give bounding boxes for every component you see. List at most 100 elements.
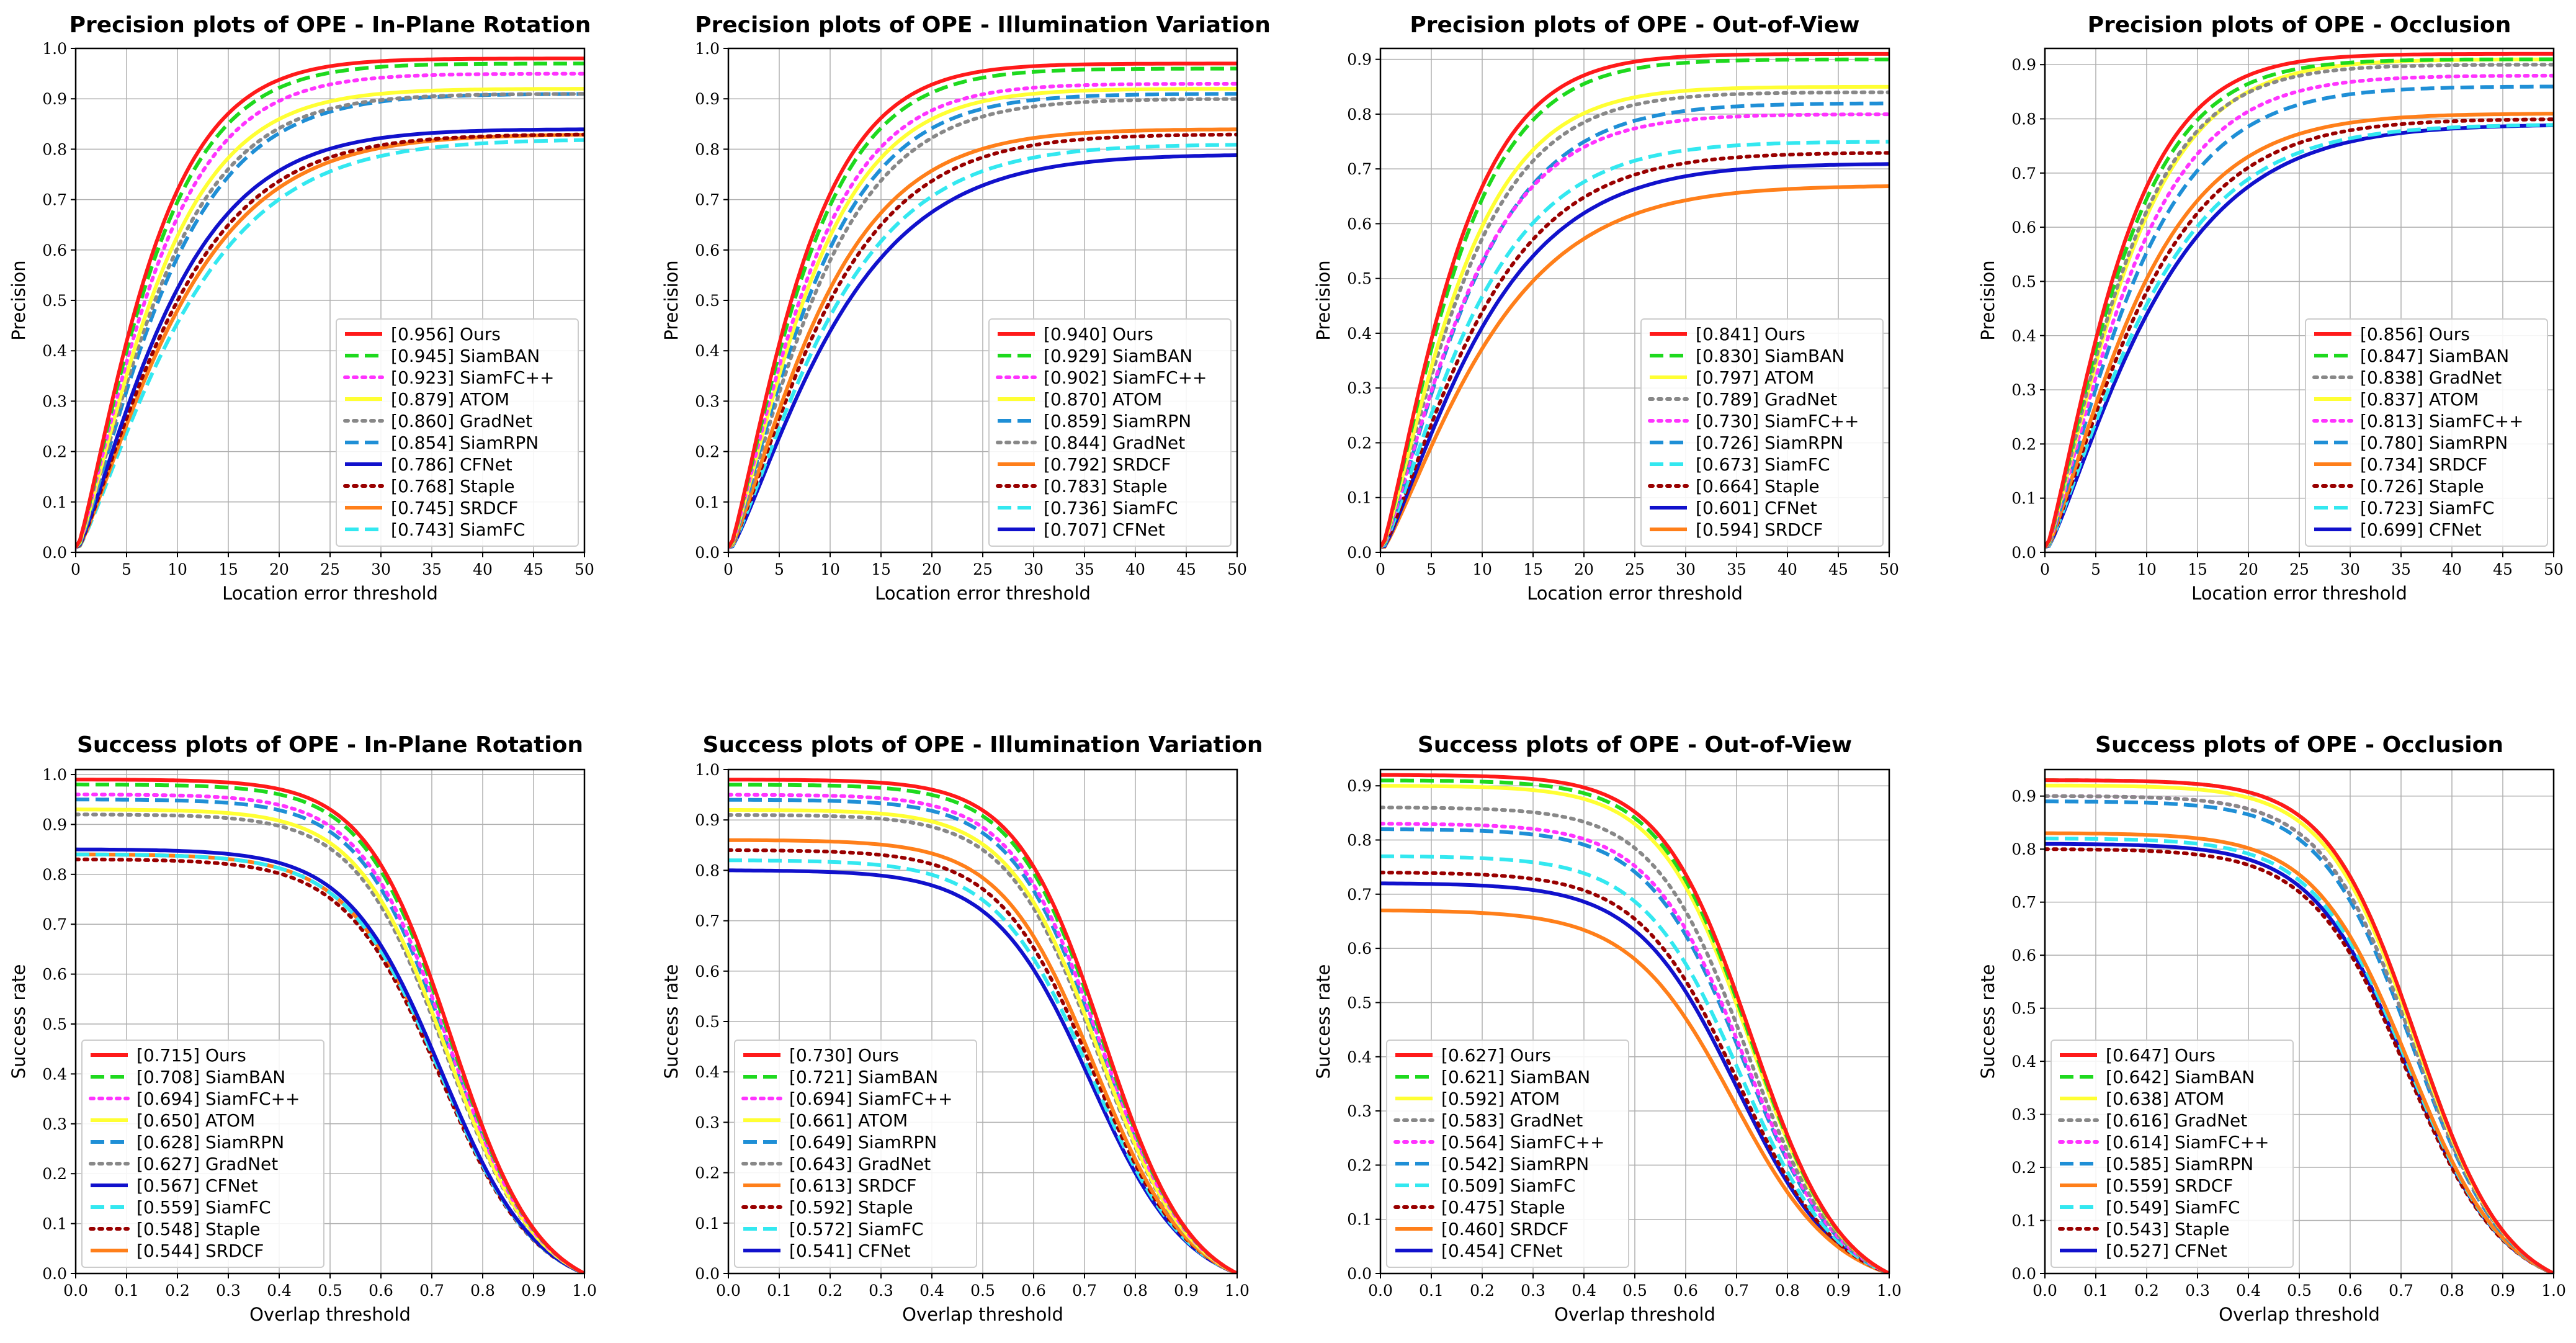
legend-score: [0.715] Ours bbox=[136, 1045, 246, 1066]
legend-label: GradNet bbox=[205, 1154, 278, 1174]
x-tick-label: 30 bbox=[1676, 560, 1696, 578]
x-tick-label: 15 bbox=[871, 560, 891, 578]
y-tick-label: 0.8 bbox=[2011, 110, 2036, 128]
legend-label: CFNet bbox=[1764, 498, 1817, 518]
legend-score: [0.786] CFNet bbox=[391, 454, 512, 475]
legend-score: [0.859] SiamRPN bbox=[1044, 411, 1191, 431]
y-tick-label: 0.2 bbox=[695, 1164, 720, 1182]
series-line-staple bbox=[2045, 117, 2554, 549]
legend-label: CFNet bbox=[1510, 1241, 1563, 1261]
legend-label: SiamFC++ bbox=[1764, 411, 1859, 431]
legend-score: [0.592] Staple bbox=[789, 1197, 913, 1218]
series-line-ours bbox=[1380, 52, 1889, 548]
series-line-siamfcplusplus bbox=[1380, 112, 1889, 549]
y-tick-label: 0.8 bbox=[2011, 840, 2036, 858]
y-tick-label: 0.3 bbox=[695, 1113, 720, 1131]
legend-label: SRDCF bbox=[1112, 454, 1171, 475]
legend-score: [0.694] SiamFC++ bbox=[789, 1089, 953, 1109]
legend-box bbox=[2051, 1040, 2294, 1268]
x-tick-label: 25 bbox=[2289, 560, 2309, 578]
x-tick-label: 45 bbox=[2493, 560, 2513, 578]
axes-frame bbox=[727, 768, 1238, 1275]
legend-score: [0.743] SiamFC bbox=[391, 519, 525, 540]
y-tick-label: 0.6 bbox=[2011, 946, 2036, 964]
legend-label: ATOM bbox=[1510, 1089, 1560, 1109]
y-tick-label: 0.9 bbox=[695, 90, 720, 108]
series-line-siamfc bbox=[2045, 123, 2554, 549]
y-tick-label: 0.6 bbox=[1347, 940, 1372, 958]
legend-label: ATOM bbox=[1112, 389, 1162, 410]
legend-score: [0.542] SiamRPN bbox=[1441, 1154, 1589, 1174]
legend-score: [0.592] ATOM bbox=[1441, 1089, 1560, 1109]
y-tick-label: 1.0 bbox=[42, 40, 67, 58]
legend-label: SiamFC bbox=[2429, 498, 2495, 518]
legend: [0.715] Ours[0.708] SiamBAN[0.694] SiamF… bbox=[81, 1040, 324, 1268]
legend-label: SiamBAN bbox=[460, 346, 540, 366]
legend-label: GradNet bbox=[1510, 1110, 1583, 1131]
x-tick-label: 50 bbox=[2544, 560, 2564, 578]
legend: [0.841] Ours[0.830] SiamBAN[0.797] ATOM[… bbox=[1640, 318, 1884, 547]
series-line-ours bbox=[1380, 773, 1889, 1273]
y-tick-label: 0.3 bbox=[42, 392, 67, 410]
x-tick-label: 35 bbox=[2391, 560, 2411, 578]
y-tick-label: 0.1 bbox=[695, 493, 720, 511]
legend-score: [0.699] CFNet bbox=[2360, 519, 2482, 540]
y-tick-label: 0.1 bbox=[2011, 1212, 2036, 1230]
x-tick-label: 45 bbox=[1176, 560, 1196, 578]
y-tick-label: 0.7 bbox=[1347, 886, 1372, 904]
series-line-atom bbox=[76, 87, 584, 549]
legend-box bbox=[734, 1040, 977, 1268]
legend-box bbox=[988, 318, 1232, 547]
y-tick-label: 0.0 bbox=[2011, 544, 2036, 562]
legend-score: [0.813] SiamFC++ bbox=[2360, 411, 2524, 431]
legend-score: [0.837] ATOM bbox=[2360, 389, 2479, 410]
y-tick-label: 0.1 bbox=[42, 493, 67, 511]
legend-box bbox=[336, 318, 579, 547]
y-tick-label: 0.0 bbox=[42, 1265, 67, 1283]
x-axis-label: Location error threshold bbox=[1527, 583, 1743, 604]
x-tick-label: 1.0 bbox=[1225, 1282, 1250, 1300]
legend-label: SRDCF bbox=[1764, 519, 1823, 540]
y-axis-label: Precision bbox=[661, 260, 682, 340]
y-tick-label: 0.7 bbox=[1347, 160, 1372, 178]
y-tick-label: 0.5 bbox=[1347, 994, 1372, 1012]
legend-score: [0.583] GradNet bbox=[1441, 1110, 1583, 1131]
legend-label: SiamRPN bbox=[205, 1132, 284, 1152]
legend-score: [0.647] Ours bbox=[2106, 1045, 2216, 1066]
legend-label: SiamFC bbox=[205, 1197, 271, 1218]
y-tick-label: 0.6 bbox=[42, 966, 67, 984]
y-tick-label: 0.8 bbox=[1347, 106, 1372, 124]
legend-label: SiamRPN bbox=[2429, 433, 2508, 453]
legend-label: SiamFC++ bbox=[205, 1089, 300, 1109]
y-tick-label: 0.7 bbox=[2011, 894, 2036, 912]
legend-score: [0.721] SiamBAN bbox=[789, 1067, 938, 1087]
series-line-siamfc bbox=[1380, 140, 1889, 549]
legend-label: Staple bbox=[2175, 1219, 2230, 1239]
legend-label: GradNet bbox=[460, 411, 532, 431]
x-tick-label: 0.0 bbox=[716, 1282, 741, 1300]
x-tick-label: 0.6 bbox=[2338, 1282, 2363, 1300]
y-tick-label: 0.2 bbox=[1347, 1156, 1372, 1174]
x-tick-label: 50 bbox=[1879, 560, 1899, 578]
y-tick-label: 0.7 bbox=[695, 912, 720, 930]
legend-score: [0.594] SRDCF bbox=[1696, 519, 1823, 540]
legend-score: [0.734] SRDCF bbox=[2360, 454, 2487, 475]
x-axis-label: Overlap threshold bbox=[1554, 1304, 1715, 1325]
y-tick-label: 0.4 bbox=[1347, 1048, 1372, 1066]
y-tick-label: 0.9 bbox=[2011, 56, 2036, 74]
legend-label: ATOM bbox=[2175, 1089, 2224, 1109]
legend-score: [0.454] CFNet bbox=[1441, 1241, 1563, 1261]
y-tick-label: 0.0 bbox=[695, 544, 720, 562]
x-tick-label: 0.6 bbox=[1021, 1282, 1046, 1300]
chart-title: Success plots of OPE - Occlusion bbox=[2095, 732, 2503, 758]
legend-box bbox=[81, 1040, 324, 1268]
legend-score: [0.940] Ours bbox=[1044, 324, 1153, 344]
legend-score: [0.613] SRDCF bbox=[789, 1175, 916, 1196]
x-tick-label: 20 bbox=[1574, 560, 1594, 578]
legend-label: SiamRPN bbox=[1764, 433, 1843, 453]
x-tick-label: 15 bbox=[218, 560, 238, 578]
legend-label: Ours bbox=[205, 1045, 246, 1066]
legend-label: CFNet bbox=[2175, 1241, 2227, 1261]
series-line-siamfc bbox=[728, 143, 1237, 549]
legend-score: [0.664] Staple bbox=[1696, 476, 1820, 496]
